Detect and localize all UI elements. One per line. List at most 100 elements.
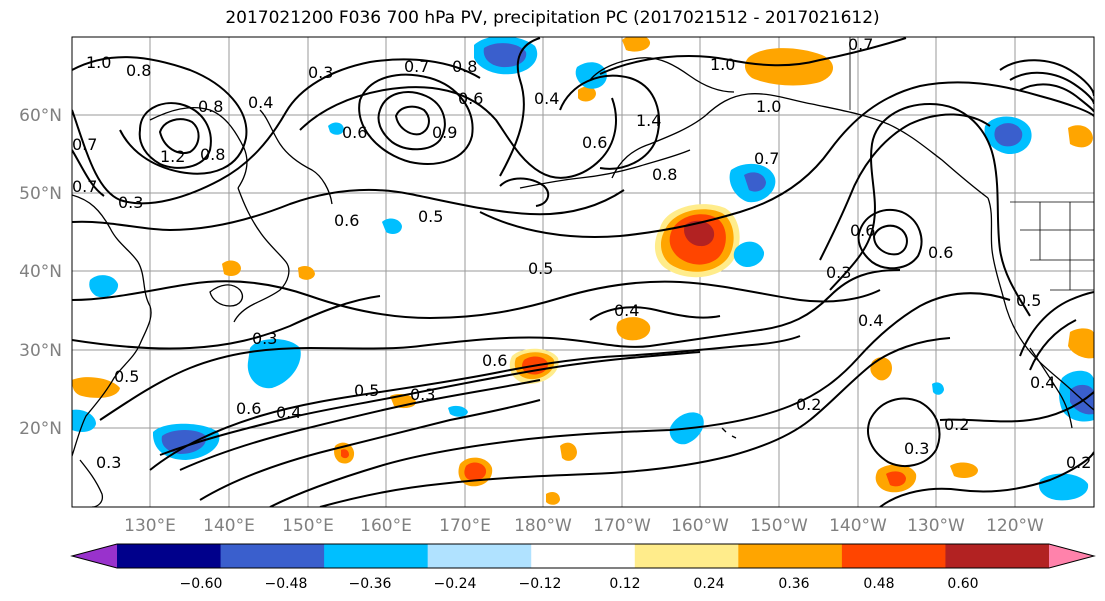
colorbar: −0.60 −0.48 −0.36 −0.24 −0.12 0.12 0.24 … — [70, 543, 1096, 592]
precip-negative-patch — [932, 382, 944, 395]
contour-label: 0.6 — [928, 243, 953, 262]
colorbar-tick-label: 0.48 — [863, 576, 894, 592]
colorbar-segment — [841, 544, 947, 568]
contour-label: 0.3 — [826, 263, 851, 282]
coastline-asia — [72, 194, 152, 457]
coastline-north-america — [987, 197, 1094, 411]
contour-label: 0.3 — [308, 63, 333, 82]
contour-label: 1.2 — [160, 147, 185, 166]
precip-positive-patch — [870, 357, 892, 381]
contour-label: 0.6 — [334, 211, 359, 230]
coastline-okhotsk — [149, 107, 248, 189]
contour-label: 0.4 — [534, 89, 559, 108]
longitude-label: 150°W — [750, 516, 808, 536]
latitude-label: 40°N — [19, 262, 62, 282]
contour-label: 0.3 — [96, 453, 121, 472]
contour-label: 0.2 — [796, 395, 821, 414]
precip-negative-patch — [575, 62, 607, 89]
contour-label: 0.6 — [582, 133, 607, 152]
contour-label: 0.4 — [858, 311, 883, 330]
precip-positive-patch — [744, 48, 834, 86]
colorbar-segment — [117, 544, 222, 568]
colorbar-outline — [70, 543, 1096, 569]
contour-label: 0.8 — [198, 97, 223, 116]
contour-label: 0.4 — [248, 93, 273, 112]
contour-label: 0.8 — [452, 57, 477, 76]
contour-label: 0.6 — [458, 89, 483, 108]
colorbar-segment — [531, 544, 636, 568]
longitude-axis: 130°E 140°E 150°E 160°E 170°E 180°W 170°… — [124, 516, 1044, 536]
precip-negative-patch — [161, 430, 207, 454]
precip-positive-patch — [298, 266, 315, 280]
precip-negative-patch — [89, 275, 119, 298]
latitude-label: 50°N — [19, 184, 62, 204]
longitude-label: 160°E — [360, 516, 412, 536]
precip-positive-patch — [950, 462, 978, 478]
latitude-label: 30°N — [19, 341, 62, 361]
precip-positive-patch — [886, 471, 906, 487]
precip-positive-patch — [1068, 328, 1094, 359]
colorbar-segment — [634, 544, 739, 568]
precip-negative-patch — [483, 43, 527, 68]
longitude-label: 160°W — [671, 516, 729, 536]
precip-negative-patch — [328, 122, 344, 135]
contour-label: 0.3 — [904, 439, 929, 458]
pv-contour-labels: 1.0 0.8 0.3 0.7 0.8 0.6 1.0 0.4 0.7 0.8 … — [72, 35, 1091, 472]
coastline-alaska-north — [589, 57, 735, 93]
colorbar-extend-high — [1049, 544, 1094, 568]
longitude-label: 130°W — [907, 516, 965, 536]
pv-contours — [72, 37, 1094, 507]
colorbar-segment — [427, 544, 532, 568]
colorbar-tick-label: −0.48 — [265, 576, 308, 592]
coastline-hawaii — [721, 427, 737, 439]
colorbar-tick-label: 0.12 — [609, 576, 640, 592]
precip-negative-patch — [448, 405, 468, 417]
precip-negative-patch — [382, 218, 402, 234]
contour-label: 0.5 — [528, 259, 553, 278]
colorbar-tick-label: 0.24 — [693, 576, 724, 592]
longitude-label: 120°W — [986, 516, 1044, 536]
contour-label: 1.0 — [86, 53, 111, 72]
contour-label: 0.8 — [126, 61, 151, 80]
colorbar-extend-low — [72, 544, 117, 568]
contour-label: 0.8 — [652, 165, 677, 184]
map-title: 2017021200 F036 700 hPa PV, precipitatio… — [225, 8, 880, 28]
precip-positive-patch — [1068, 125, 1093, 148]
contour-label: 1.4 — [636, 111, 661, 130]
contour-label: 0.6 — [236, 399, 261, 418]
contour-label: 0.5 — [354, 381, 379, 400]
contour-label: 0.9 — [432, 123, 457, 142]
colorbar-segment — [738, 544, 843, 568]
longitude-label: 170°E — [439, 516, 491, 536]
contour-label: 0.7 — [404, 57, 429, 76]
longitude-label: 170°W — [593, 516, 651, 536]
precip-positive-patch — [560, 442, 577, 461]
border-us-states — [1020, 202, 1094, 291]
coastline-baja — [1029, 347, 1073, 429]
longitude-label: 140°W — [829, 516, 887, 536]
contour-label: 0.4 — [276, 403, 301, 422]
political-borders — [849, 37, 1094, 291]
longitude-label: 150°E — [282, 516, 334, 536]
coastline-alaska — [611, 93, 989, 199]
contour-label: 0.7 — [72, 135, 97, 154]
contour-label: 0.7 — [848, 35, 873, 54]
precip-positive-patch — [616, 317, 651, 341]
colorbar-tick-label: 0.36 — [778, 576, 809, 592]
contour-label: 0.4 — [1030, 373, 1055, 392]
colorbar-segment — [220, 544, 325, 568]
coastline-aleutians — [519, 149, 691, 189]
contour-label: 0.6 — [342, 123, 367, 142]
contour-label: 0.4 — [614, 301, 639, 320]
coastline-kamchatka — [259, 109, 333, 205]
contour-label: 0.6 — [482, 351, 507, 370]
precip-positive-patch — [464, 462, 487, 481]
contour-label: 0.7 — [72, 177, 97, 196]
precip-positive-patch — [341, 449, 349, 459]
colorbar-tick-label: −0.24 — [434, 576, 477, 592]
colorbar-tick-label: −0.36 — [349, 576, 392, 592]
contour-label: 1.0 — [710, 55, 735, 74]
contour-label: 0.2 — [1066, 453, 1091, 472]
precip-negative-patch — [994, 123, 1023, 147]
precip-positive-patch — [684, 220, 715, 247]
